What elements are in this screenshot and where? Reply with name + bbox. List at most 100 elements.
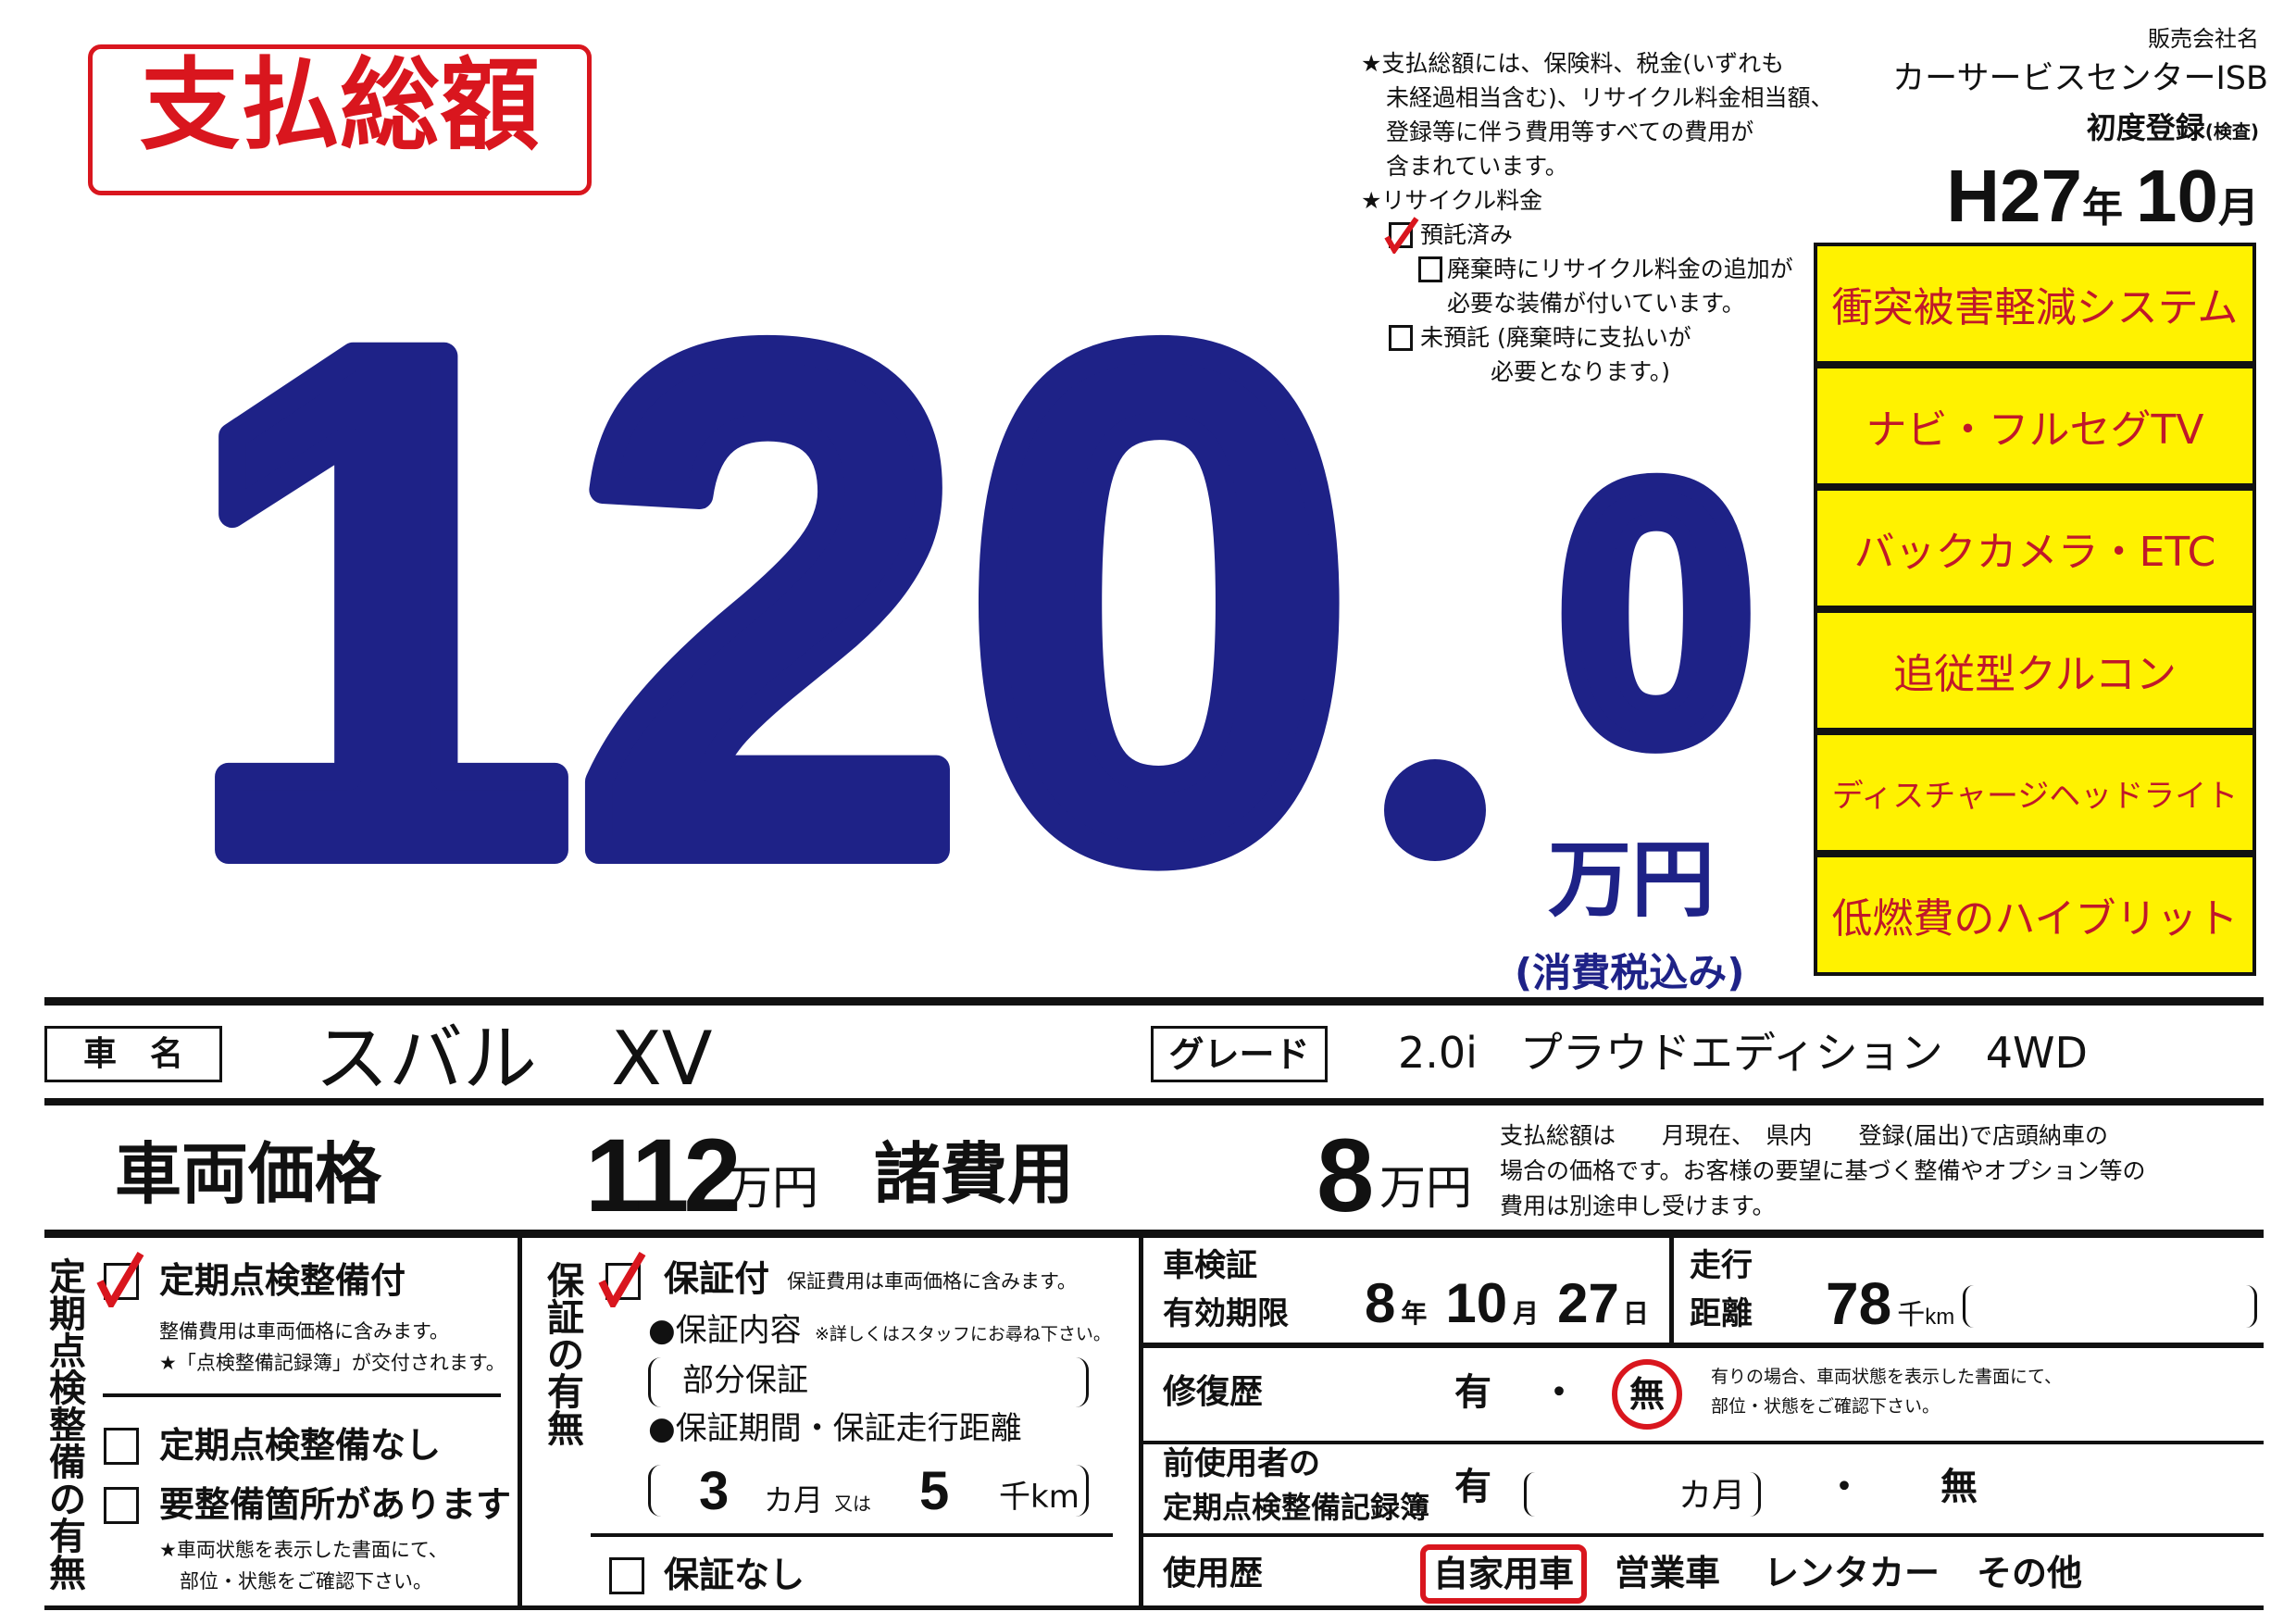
warranty-distance-unit: 千km xyxy=(999,1479,1079,1516)
first-reg-text: 初度登録 xyxy=(2086,110,2205,145)
dealer-name: カーサービスセンターISB xyxy=(1892,60,2268,97)
inspection-note: ★車両状態を表示した書面にて、 xyxy=(159,1539,448,1561)
needs-maintenance-checkbox[interactable] xyxy=(104,1487,139,1524)
warranty-content-label: ●保証内容 xyxy=(648,1312,802,1349)
divider xyxy=(44,1605,2264,1610)
inspection-without-checkbox[interactable] xyxy=(104,1428,139,1465)
note-line: 含まれています。 xyxy=(1386,153,1568,180)
mileage-unit: 千 xyxy=(1897,1300,1926,1330)
record-no[interactable]: 無 xyxy=(1940,1466,1978,1508)
recycle-option-label: 必要な装備が付いています。 xyxy=(1447,290,1745,317)
repair-dot: ・ xyxy=(1541,1371,1578,1414)
day-unit: 日 xyxy=(1622,1299,1649,1328)
usage-option[interactable]: その他 xyxy=(1977,1553,2083,1593)
usage-option-selected[interactable]: 自家用車 xyxy=(1420,1544,1587,1604)
price-unit: 万円 xyxy=(1548,831,1715,929)
feature-item: 衝突被害軽減システム xyxy=(1814,243,2256,365)
divider xyxy=(1139,1237,1143,1607)
usage-option-label: 自家用車 xyxy=(1432,1554,1574,1594)
warranty-none-checkbox[interactable] xyxy=(609,1557,644,1594)
recycle-option-label: 預託済み xyxy=(1420,221,1514,248)
reg-year-unit: 年 xyxy=(2082,185,2124,231)
warranty-with-label: 保証付 xyxy=(664,1258,770,1299)
divider xyxy=(44,997,2264,1006)
needs-maintenance-label: 要整備箇所があります xyxy=(159,1484,512,1525)
record-label: 前使用者の xyxy=(1163,1445,1320,1482)
first-reg-sub: (検査) xyxy=(2204,120,2259,143)
total-price: 120 0 xyxy=(170,187,1766,1017)
feature-label: バックカメラ・ETC xyxy=(1853,529,2216,576)
warranty-with-note: 保証費用は車両価格に含みます。 xyxy=(787,1270,1077,1293)
fees-unit: 万円 xyxy=(1379,1161,1472,1215)
vehicle-price-value: 112 xyxy=(585,1118,742,1233)
recycle-not-deposited-checkbox[interactable] xyxy=(1389,325,1413,351)
mileage-label: 走行 xyxy=(1690,1247,1753,1284)
record-label: 定期点検整備記録簿 xyxy=(1163,1490,1430,1525)
inspection-with-label: 定期点検整備付 xyxy=(159,1260,406,1301)
warranty-content-text: 部分保証 xyxy=(682,1362,808,1399)
feature-item: 低燃費のハイブリット xyxy=(1814,854,2256,976)
usage-option[interactable]: レンタカー xyxy=(1764,1553,1940,1593)
divider xyxy=(1669,1237,1674,1344)
shaken-expiry: 8 年 10 月 27 日 xyxy=(1365,1276,1649,1331)
mileage-number: 78 xyxy=(1826,1270,1892,1337)
recycle-option-label: 廃棄時にリサイクル料金の追加が xyxy=(1447,256,1793,282)
recycle-option-label: 未預託 (廃棄時に支払いが xyxy=(1420,324,1691,351)
reg-month-unit: 月 xyxy=(2218,185,2259,231)
warranty-none-label: 保証なし xyxy=(664,1555,805,1595)
vehicle-price-label: 車両価格 xyxy=(115,1135,382,1213)
feature-label: 低燃費のハイブリット xyxy=(1831,895,2239,943)
price-integer: 120 xyxy=(184,201,1354,1003)
page-title: 支払総額 xyxy=(139,48,540,164)
mileage-label: 距離 xyxy=(1690,1295,1753,1332)
recycle-extra-checkbox[interactable] xyxy=(1418,256,1442,282)
record-yes[interactable]: 有 xyxy=(1454,1466,1491,1508)
car-name: スバル XV xyxy=(315,1016,713,1102)
shaken-label: 車検証 xyxy=(1163,1247,1257,1284)
vehicle-price-unit: 万円 xyxy=(726,1161,818,1215)
divider xyxy=(44,1098,2264,1106)
divider xyxy=(591,1533,1113,1537)
note-line: 未経過相当含む)、リサイクル料金相当額、 xyxy=(1386,84,1834,111)
grade-label-text: グレード xyxy=(1168,1033,1310,1075)
repair-history-label: 修復歴 xyxy=(1163,1373,1264,1411)
shaken-day: 27 xyxy=(1557,1272,1619,1334)
warranty-content-note: ※詳しくはスタッフにお尋ね下さい。 xyxy=(815,1324,1111,1344)
repair-yes[interactable]: 有 xyxy=(1454,1371,1491,1414)
mileage-note-bracket[interactable] xyxy=(1963,1285,2257,1328)
price-point xyxy=(1384,759,1486,861)
usage-option[interactable]: 営業車 xyxy=(1615,1553,1721,1593)
check-icon xyxy=(598,1252,646,1307)
inspection-vertical-title: 定期点検整備の有無 xyxy=(49,1256,86,1595)
warranty-period-label: ●保証期間・保証走行距離 xyxy=(648,1410,1022,1447)
divider xyxy=(103,1393,501,1397)
inspection-without-label: 定期点検整備なし xyxy=(159,1425,442,1466)
warranty-vertical-title: 保証の有無 xyxy=(547,1260,584,1451)
year-unit: 年 xyxy=(1401,1299,1428,1328)
feature-item: バックカメラ・ETC xyxy=(1814,487,2256,609)
inspection-note: 整備費用は車両価格に含みます。 xyxy=(159,1320,449,1343)
mileage-unit-km: km xyxy=(1925,1305,1955,1330)
grade-label: グレード xyxy=(1151,1026,1328,1082)
repair-note: 有りの場合、車両状態を表示した書面にて、 xyxy=(1711,1367,2063,1387)
shaken-year: 8 xyxy=(1365,1272,1396,1334)
warranty-months: 3 xyxy=(699,1461,730,1521)
feature-item: ディスチャージヘッドライト xyxy=(1814,731,2256,854)
divider xyxy=(518,1237,522,1607)
repair-no-selected[interactable]: 無 xyxy=(1612,1359,1682,1430)
record-dot: ・ xyxy=(1826,1466,1863,1508)
check-icon xyxy=(1384,217,1419,254)
warranty-or: 又は xyxy=(834,1493,871,1515)
month-unit: 月 xyxy=(1513,1299,1540,1328)
feature-item: 追従型クルコン xyxy=(1814,609,2256,731)
fees-value: 8 xyxy=(1316,1118,1375,1233)
first-registration-date: H27年 10月 xyxy=(1946,159,2259,233)
note-line: ★支払総額には、保険料、税金(いずれも xyxy=(1361,50,1785,77)
grade: 2.0i プラウドエディション 4WD xyxy=(1398,1028,2088,1078)
divider xyxy=(1141,1441,2264,1444)
price-note: 場合の価格です。お客様の要望に基づく整備やオプション等の xyxy=(1500,1157,2146,1184)
note-line: 登録等に伴う費用等すべての費用が xyxy=(1386,119,1754,145)
first-registration-label: 初度登録(検査) xyxy=(2087,113,2259,143)
reg-year: H27 xyxy=(1946,155,2083,237)
record-months-bracket[interactable]: カ月 xyxy=(1524,1472,1761,1517)
